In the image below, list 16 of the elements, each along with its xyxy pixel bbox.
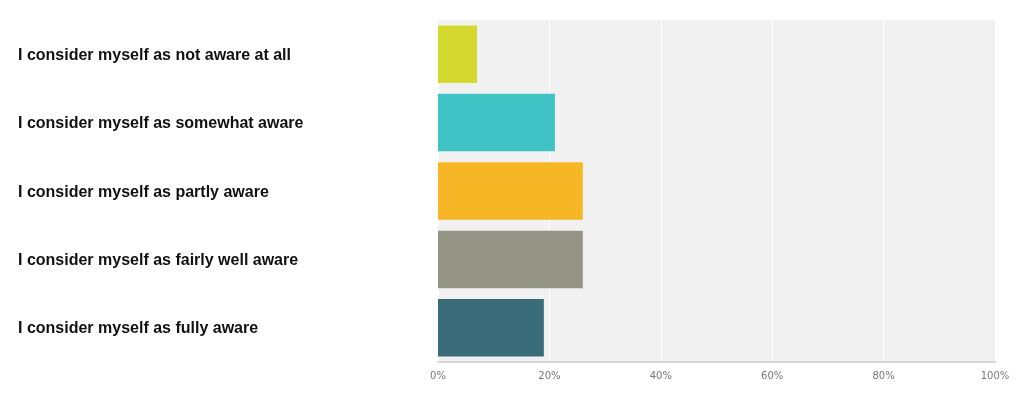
bar xyxy=(438,25,477,83)
x-tick-label: 40% xyxy=(649,369,672,381)
y-tick-label: I consider myself as somewhat aware xyxy=(18,114,304,132)
bar xyxy=(438,162,583,220)
x-tick-label: 100% xyxy=(980,369,1010,381)
y-tick-label: I consider myself as fairly well aware xyxy=(18,250,299,268)
y-tick-label: I consider myself as fully aware xyxy=(18,319,259,337)
bar xyxy=(438,299,544,357)
y-tick-label: I consider myself as partly aware xyxy=(18,182,269,200)
x-tick-label: 60% xyxy=(761,369,784,381)
y-tick-label: I consider myself as not aware at all xyxy=(18,45,291,63)
x-tick-label: 20% xyxy=(538,369,561,381)
x-tick-label: 80% xyxy=(872,369,895,381)
x-tick-label: 0% xyxy=(430,369,446,381)
bar xyxy=(438,93,555,152)
bar xyxy=(438,230,583,289)
